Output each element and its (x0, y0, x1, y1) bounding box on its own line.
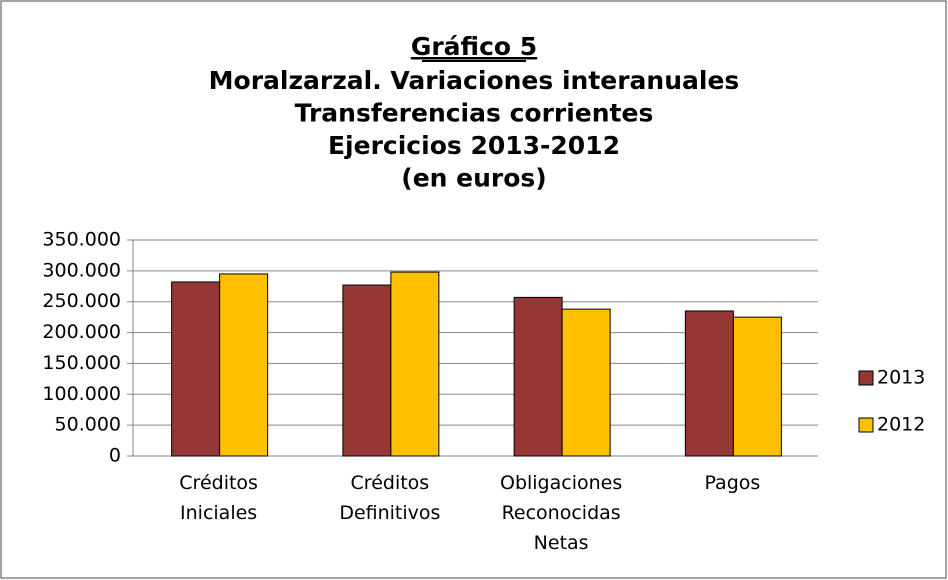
y-tick-label: 50.000 (55, 414, 121, 436)
bar (390, 271, 440, 457)
y-tick-label: 100.000 (42, 383, 121, 405)
legend-label: 2013 (877, 367, 925, 389)
legend-swatch (858, 370, 874, 386)
bar (684, 310, 734, 457)
y-tick-label: 0 (109, 445, 121, 467)
x-tick-label: Créditos Definitivos (339, 472, 441, 524)
bar (219, 273, 269, 457)
bar (732, 316, 782, 457)
y-tick-label: 150.000 (42, 352, 121, 374)
y-tick-label: 250.000 (42, 290, 121, 312)
legend-swatch (858, 417, 874, 433)
chart-title: Gráfico 5 (411, 32, 537, 61)
bar (342, 284, 392, 457)
legend-label: 2012 (877, 414, 925, 436)
y-tick-label: 200.000 (42, 321, 121, 343)
y-tick-label: 350.000 (42, 229, 121, 251)
bar (513, 296, 563, 457)
x-tick-label: Obligaciones Reconocidas Netas (499, 472, 623, 554)
x-tick-label: Créditos Iniciales (179, 472, 258, 524)
bar (561, 308, 611, 457)
x-tick-label: Pagos (704, 472, 761, 494)
bar (171, 281, 221, 457)
chart-subtitle: (en euros) (401, 164, 546, 193)
y-tick-label: 300.000 (42, 259, 121, 281)
chart-subtitle: Ejercicios 2013-2012 (328, 131, 620, 160)
chart-subtitle: Transferencias corrientes (295, 99, 654, 128)
chart-subtitle: Moralzarzal. Variaciones interanuales (209, 66, 740, 95)
